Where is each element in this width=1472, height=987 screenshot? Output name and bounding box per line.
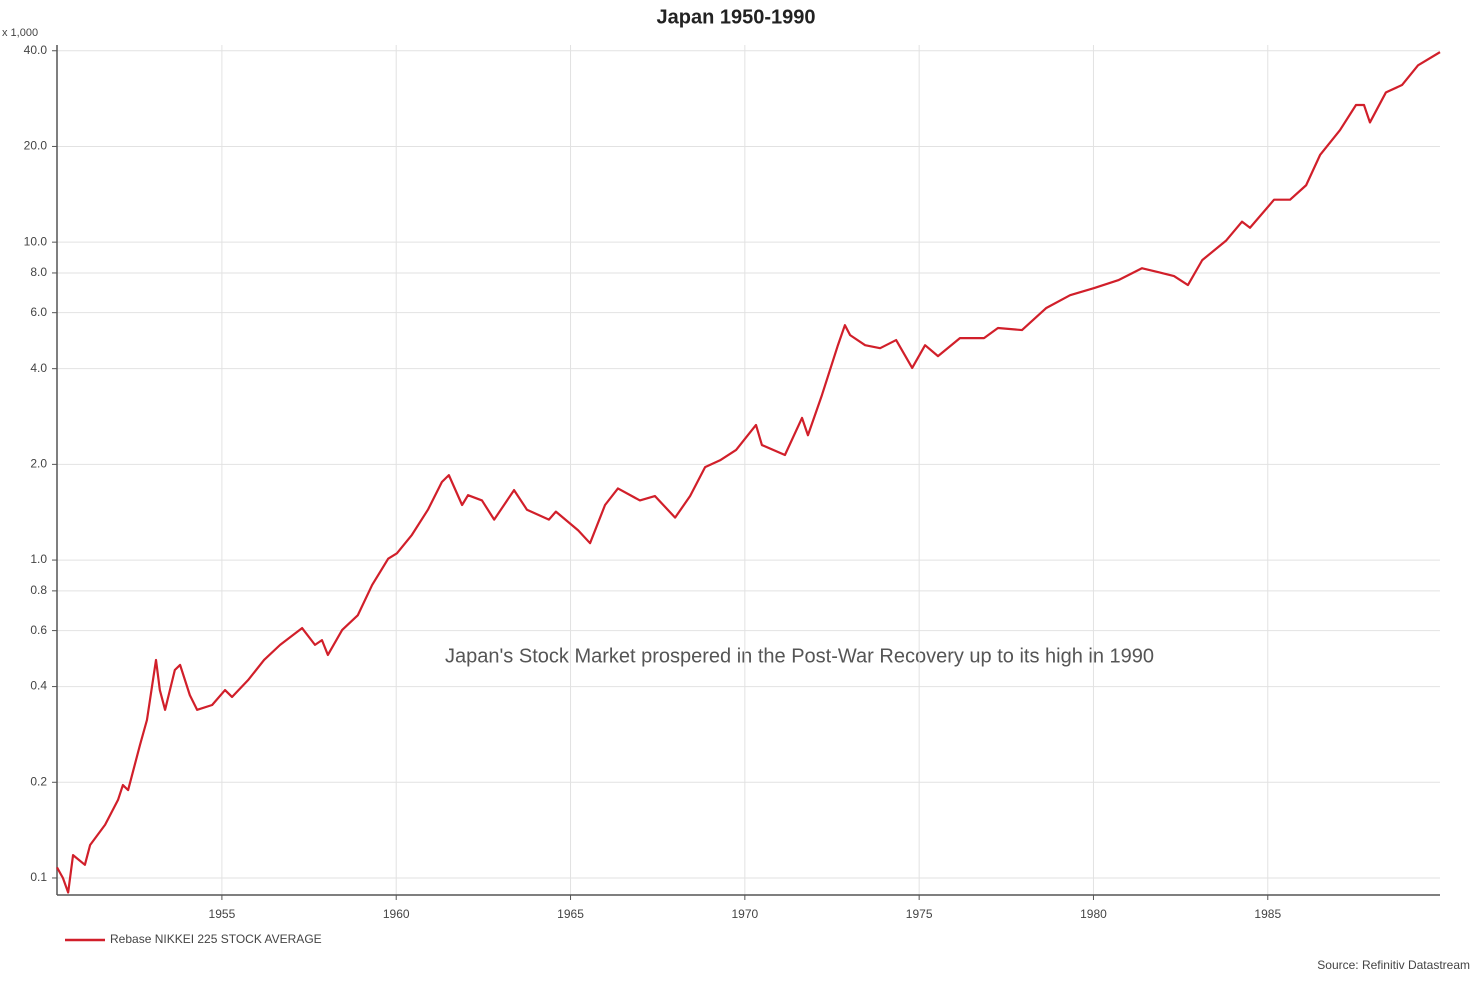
y-tick-label: 2.0 bbox=[30, 457, 47, 471]
y-tick-label: 0.2 bbox=[30, 774, 47, 788]
y-tick-label: 0.1 bbox=[30, 870, 47, 884]
x-tick-label: 1960 bbox=[383, 907, 410, 921]
x-tick-label: 1975 bbox=[906, 907, 933, 921]
x-tick-label: 1985 bbox=[1254, 907, 1281, 921]
chart-title: Japan 1950-1990 bbox=[656, 6, 815, 28]
y-tick-label: 1.0 bbox=[30, 552, 47, 566]
x-tick-label: 1965 bbox=[557, 907, 584, 921]
y-axis-unit: x 1,000 bbox=[2, 27, 38, 39]
y-tick-label: 8.0 bbox=[30, 265, 47, 279]
y-tick-label: 0.8 bbox=[30, 583, 47, 597]
annotation: Japan's Stock Market prospered in the Po… bbox=[445, 645, 1154, 667]
y-tick-label: 6.0 bbox=[30, 305, 47, 319]
data-line bbox=[56, 51, 1441, 894]
y-tick-label: 0.4 bbox=[30, 679, 47, 693]
x-tick-label: 1955 bbox=[209, 907, 236, 921]
legend-label: Rebase NIKKEI 225 STOCK AVERAGE bbox=[110, 932, 322, 946]
y-tick-label: 10.0 bbox=[24, 234, 48, 248]
y-tick-label: 4.0 bbox=[30, 361, 47, 375]
y-tick-label: 0.6 bbox=[30, 623, 47, 637]
source: Source: Refinitiv Datastream bbox=[1317, 958, 1470, 972]
y-tick-label: 40.0 bbox=[24, 43, 48, 57]
y-tick-label: 20.0 bbox=[24, 139, 48, 153]
x-tick-label: 1980 bbox=[1080, 907, 1107, 921]
x-tick-label: 1970 bbox=[731, 907, 758, 921]
